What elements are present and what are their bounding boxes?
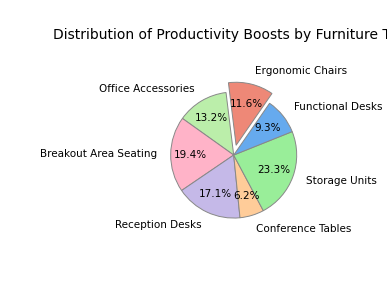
Wedge shape	[234, 132, 297, 211]
Title: Distribution of Productivity Boosts by Furniture Type: Distribution of Productivity Boosts by F…	[53, 28, 387, 42]
Text: Office Accessories: Office Accessories	[99, 84, 194, 94]
Text: 13.2%: 13.2%	[195, 113, 228, 123]
Wedge shape	[182, 155, 240, 218]
Text: 17.1%: 17.1%	[199, 189, 232, 199]
Wedge shape	[228, 82, 272, 145]
Wedge shape	[234, 103, 292, 155]
Text: Breakout Area Seating: Breakout Area Seating	[40, 149, 157, 159]
Text: 23.3%: 23.3%	[257, 165, 291, 175]
Text: 19.4%: 19.4%	[174, 150, 207, 160]
Text: Ergonomic Chairs: Ergonomic Chairs	[255, 66, 347, 76]
Text: Functional Desks: Functional Desks	[294, 102, 382, 112]
Wedge shape	[171, 118, 234, 190]
Text: 11.6%: 11.6%	[230, 99, 263, 109]
Text: Storage Units: Storage Units	[306, 176, 377, 186]
Text: Reception Desks: Reception Desks	[115, 220, 201, 230]
Text: 9.3%: 9.3%	[254, 123, 281, 134]
Text: 6.2%: 6.2%	[233, 191, 259, 201]
Wedge shape	[234, 155, 263, 218]
Text: Conference Tables: Conference Tables	[256, 224, 351, 234]
Wedge shape	[182, 92, 234, 155]
